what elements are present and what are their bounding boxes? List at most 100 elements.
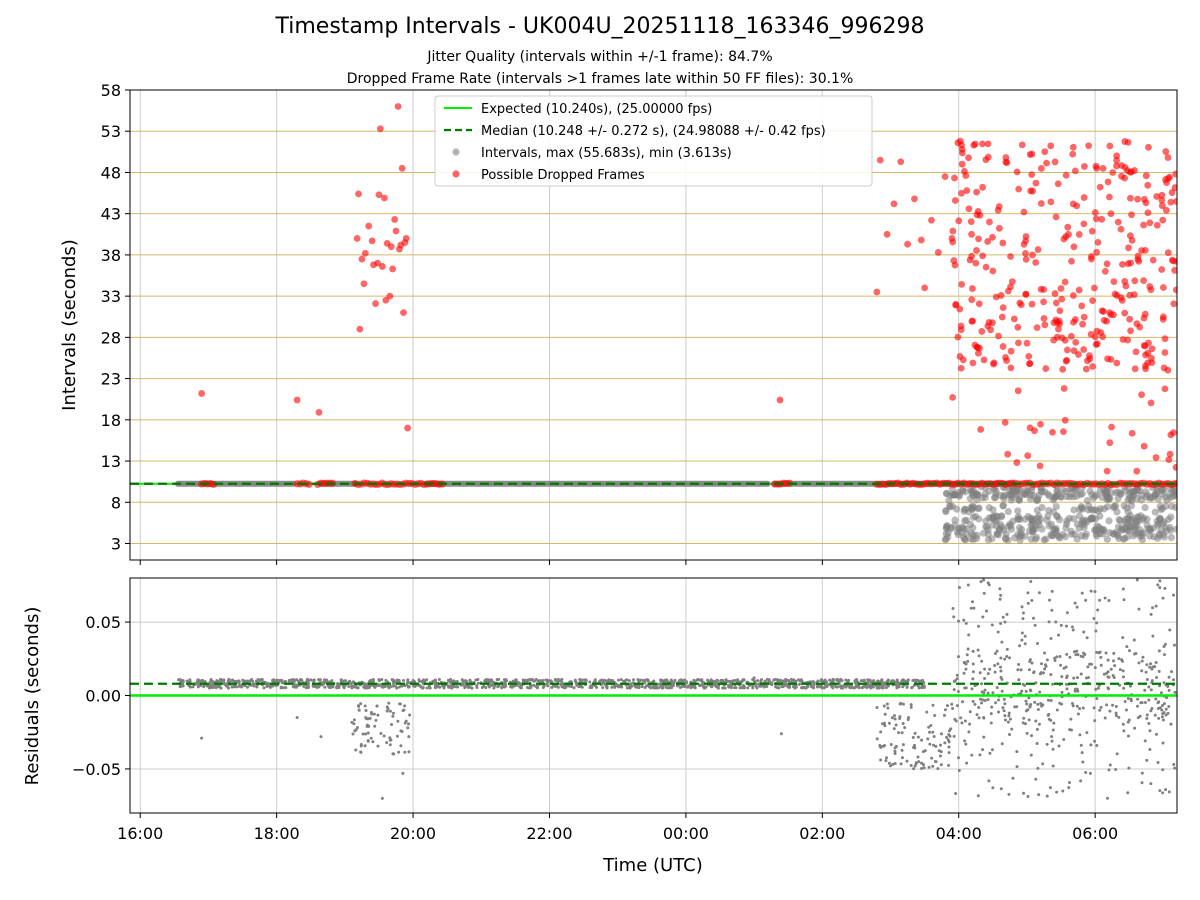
residual-point <box>625 686 629 690</box>
interval-point <box>1105 517 1113 525</box>
interval-point <box>989 512 998 520</box>
residual-point <box>1043 651 1047 655</box>
residual-point <box>359 750 363 754</box>
dropped-frame-point <box>1065 230 1072 238</box>
dropped-frame-point <box>1033 324 1041 332</box>
residual-point <box>1114 711 1118 715</box>
residual-point <box>380 796 384 800</box>
dropped-frame-point <box>1135 258 1143 265</box>
residual-point <box>1158 586 1162 590</box>
dropped-frame-point <box>358 255 366 263</box>
interval-point <box>1121 486 1130 495</box>
dropped-frame-point <box>1093 248 1101 256</box>
residual-point <box>610 679 614 683</box>
residual-point <box>1113 664 1117 668</box>
dropped-frame-point <box>1170 300 1177 308</box>
dropped-frame-point <box>969 359 977 367</box>
residual-point <box>734 686 738 690</box>
residual-point <box>341 684 345 688</box>
residual-point <box>1000 689 1004 693</box>
residual-point <box>991 786 995 790</box>
residual-point <box>1021 721 1025 725</box>
dropped-frame-point <box>1146 219 1154 227</box>
dropped-frame-point <box>1037 200 1045 207</box>
interval-point <box>959 486 967 494</box>
residual-point <box>376 713 380 717</box>
residual-point <box>1049 718 1053 722</box>
residual-point <box>966 647 970 651</box>
residual-point <box>279 685 283 689</box>
residual-point <box>967 730 971 734</box>
residual-point <box>1023 634 1027 638</box>
dropped-frame-point <box>1014 323 1022 331</box>
residual-point <box>632 678 636 682</box>
residual-point <box>949 727 953 731</box>
residual-point <box>1162 681 1166 685</box>
dropped-frame-point <box>1158 191 1166 199</box>
residual-point <box>951 707 955 711</box>
residual-point <box>670 683 674 687</box>
residual-point <box>993 664 997 668</box>
interval-point <box>1164 515 1172 524</box>
residual-point <box>1008 732 1012 736</box>
residual-point <box>622 679 626 683</box>
interval-point <box>1048 532 1056 540</box>
residual-point <box>952 688 956 692</box>
interval-point <box>1027 521 1035 529</box>
residual-point <box>983 688 987 692</box>
residual-point <box>896 683 900 687</box>
residual-point <box>1065 611 1069 615</box>
residual-point <box>963 739 967 743</box>
dropped-frame-point <box>973 211 981 219</box>
dropped-frame-point <box>1003 159 1011 166</box>
residual-point <box>291 678 295 682</box>
residual-point <box>1048 786 1052 790</box>
residual-point <box>1118 668 1122 672</box>
interval-point <box>1165 490 1174 498</box>
residual-point <box>191 685 195 689</box>
residual-point <box>1145 678 1149 682</box>
dropped-frame-point <box>1168 189 1176 196</box>
residual-point <box>797 682 801 686</box>
dropped-frame-point <box>1140 314 1148 322</box>
residual-point <box>241 678 245 682</box>
residual-point <box>1093 719 1097 723</box>
residual-point <box>335 686 339 690</box>
residual-point <box>664 685 668 689</box>
dropped-frame-point <box>1058 295 1066 303</box>
residual-point <box>907 716 911 720</box>
residual-point <box>806 684 810 688</box>
residual-point <box>957 585 961 589</box>
residual-point <box>943 741 947 745</box>
residual-point <box>1172 593 1176 597</box>
residual-point <box>1069 717 1073 721</box>
residual-point <box>579 680 583 684</box>
residual-point <box>1095 743 1099 747</box>
dropped-frame-point <box>1158 196 1166 204</box>
residual-point <box>1060 702 1064 706</box>
residual-point <box>369 711 373 715</box>
residual-point <box>884 686 888 690</box>
residual-point <box>900 756 904 760</box>
residual-point <box>1166 711 1170 715</box>
residual-point <box>235 685 239 689</box>
interval-point <box>998 512 1006 520</box>
residual-point <box>1140 659 1144 663</box>
dropped-frame-point <box>1069 143 1077 151</box>
residual-point <box>1103 596 1107 600</box>
residual-point <box>1156 701 1160 705</box>
residual-point <box>407 735 411 739</box>
residual-point <box>370 679 374 683</box>
residual-point <box>1050 735 1054 739</box>
interval-point <box>1138 536 1147 544</box>
dropped-frame-point <box>979 252 987 260</box>
residual-point <box>1093 666 1097 670</box>
dropped-frame-point <box>1165 174 1172 182</box>
residual-point <box>1092 616 1096 620</box>
residual-point <box>919 761 923 765</box>
residual-point <box>392 752 396 756</box>
residual-point <box>350 686 354 690</box>
residual-point <box>1055 708 1059 712</box>
dropped-frame-point <box>1026 360 1034 367</box>
dropped-frame-point <box>1040 315 1048 322</box>
